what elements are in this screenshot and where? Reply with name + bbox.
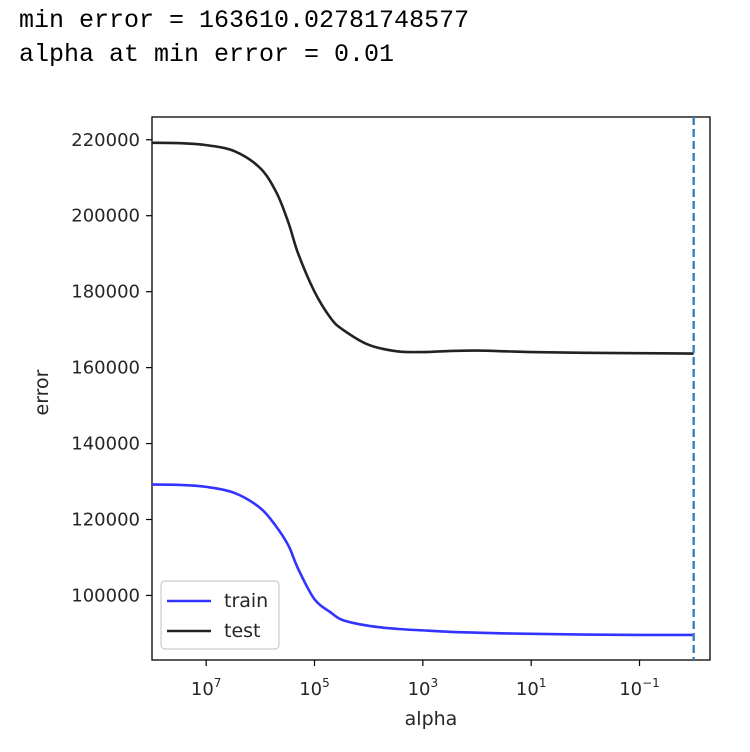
min-error-output: min error = 163610.02781748577: [19, 6, 470, 35]
y-axis-label: error: [31, 369, 53, 415]
y-tick-label: 160000: [71, 358, 140, 379]
x-tick-label: 107: [191, 676, 222, 700]
y-tick-label: 200000: [71, 206, 140, 227]
y-tick-label: 180000: [71, 282, 140, 303]
series-line-test: [151, 141, 694, 355]
alpha-output: alpha at min error = 0.01: [19, 40, 395, 69]
series-line-train: [151, 483, 694, 637]
x-tick-label: 103: [408, 676, 439, 700]
y-tick-label: 100000: [71, 585, 140, 606]
y-tick-label: 220000: [71, 130, 140, 151]
plot-frame: [151, 116, 711, 661]
y-tick-label: 120000: [71, 510, 140, 531]
x-tick-label: 10−1: [619, 676, 660, 700]
x-tick-label: 105: [299, 676, 330, 700]
legend-label-test: test: [224, 620, 261, 642]
x-tick-label: 101: [516, 676, 547, 700]
x-axis-label: alpha: [405, 708, 458, 730]
legend: train test: [160, 580, 280, 650]
y-tick-label: 140000: [71, 434, 140, 455]
legend-label-train: train: [224, 590, 268, 612]
